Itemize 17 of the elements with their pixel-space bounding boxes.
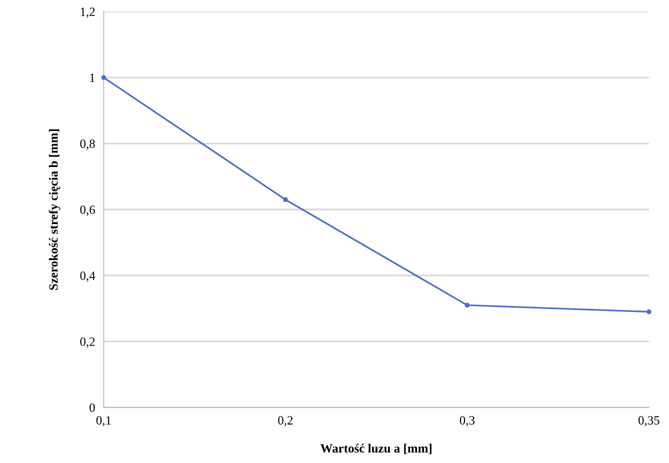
x-tick-label: 0,3 bbox=[460, 416, 475, 426]
y-tick-label: 1,2 bbox=[80, 8, 95, 18]
point bbox=[464, 302, 470, 308]
x-tick-label: 0,35 bbox=[638, 416, 660, 426]
x-tick-label: 0,2 bbox=[278, 416, 293, 426]
point bbox=[646, 309, 652, 314]
point bbox=[283, 197, 288, 202]
x-tick-label: 0,1 bbox=[96, 416, 111, 426]
point bbox=[101, 75, 106, 80]
y-tick-label: 1 bbox=[90, 74, 95, 82]
y-tick-label: 0,6 bbox=[80, 206, 95, 216]
y-axis-title: Szerokość strefy cięcia b [mm] bbox=[48, 129, 60, 290]
y-tick-label: 0,4 bbox=[80, 272, 96, 282]
y-tick-label: 0 bbox=[90, 403, 95, 412]
x-axis-title: Wartość luzu a [mm] bbox=[320, 444, 432, 454]
y-tick-label: 0,2 bbox=[80, 337, 95, 348]
y-tick-label: 0,8 bbox=[80, 140, 95, 150]
